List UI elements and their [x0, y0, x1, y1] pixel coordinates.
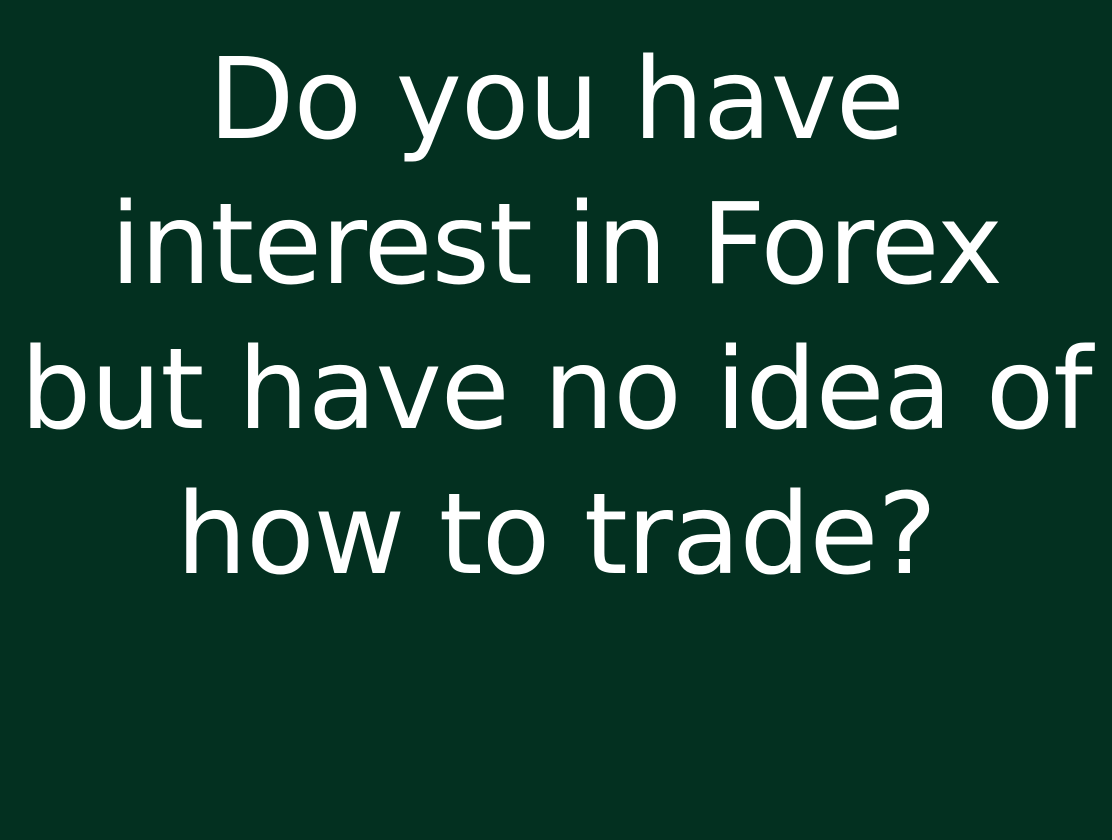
- headline-line-2: interest in Forex: [110, 180, 1003, 310]
- headline-line-4: how to trade?: [176, 470, 937, 600]
- headline-line-1: Do you have: [208, 35, 905, 165]
- slide-headline: Do you have interest in Forex but have n…: [0, 28, 1112, 608]
- headline-line-3: but have no idea of: [20, 325, 1092, 455]
